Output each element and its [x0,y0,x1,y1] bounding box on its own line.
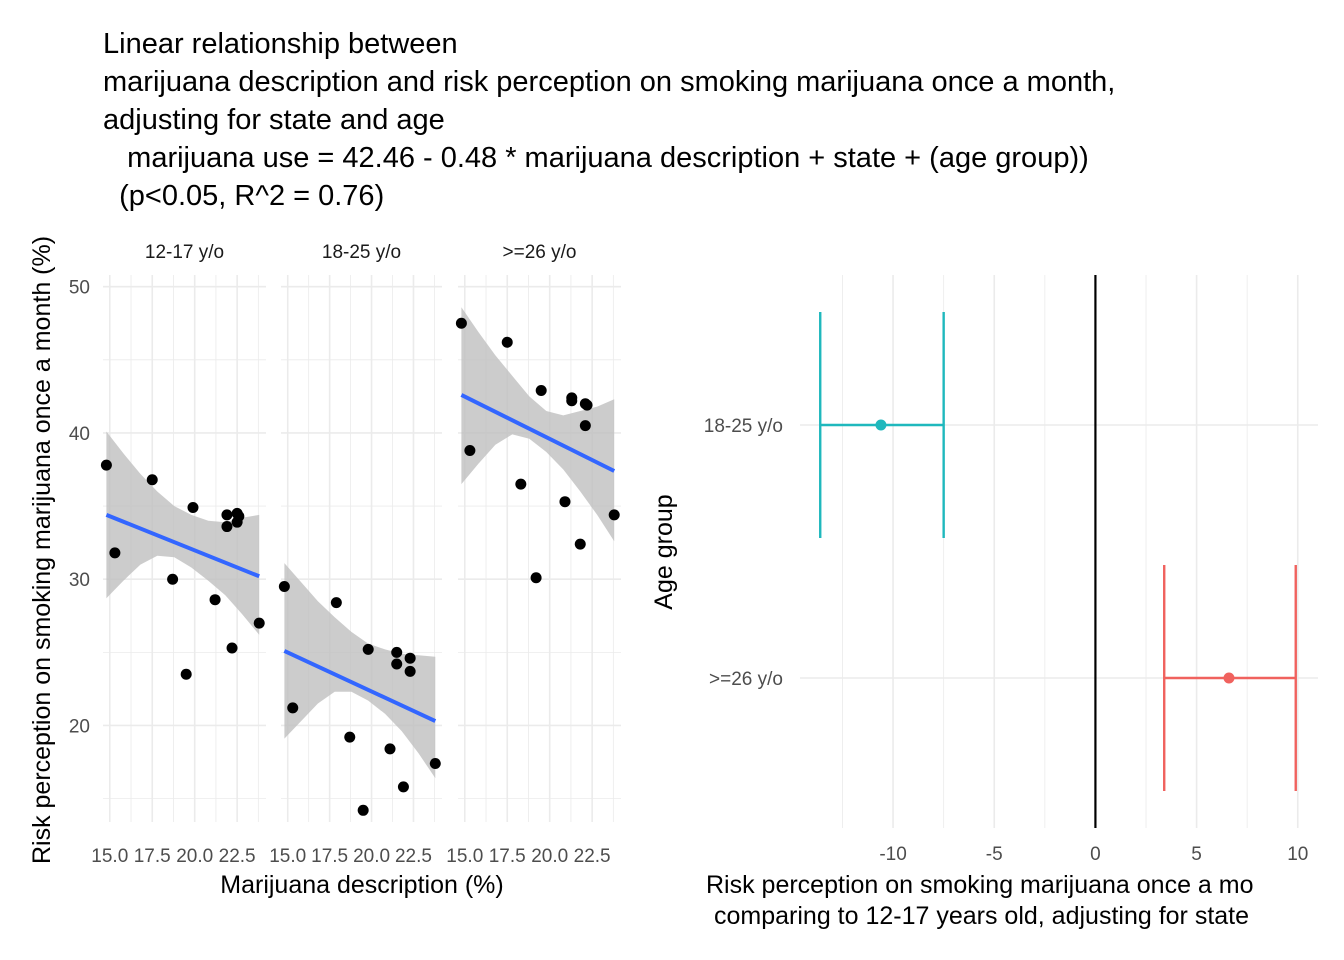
data-point [221,521,233,533]
data-point [344,731,356,743]
errorbar-panel: 18-25 y/o >=26 y/o -10 -5 0 5 10 Age group Risk … [650,275,1318,930]
x-tick-label: -10 [879,844,906,865]
x-axis-title-line-2: comparing to 12-17 years old, adjusting … [714,902,1249,930]
data-point [566,395,578,407]
x-tick-label: 17.5 [134,846,171,867]
data-point [221,509,233,521]
y-tick-label: 30 [69,570,90,591]
x-tick-label: 15.0 [269,846,306,867]
confidence-ribbon [461,307,615,542]
facet-label: >=26 y/o [503,242,577,263]
facet-label: 12-17 y/o [145,242,224,263]
fit-line [460,393,616,473]
x-tick-label: 15.0 [91,846,128,867]
x-tick-label: 17.5 [489,846,526,867]
data-point [253,617,265,629]
data-point [501,336,513,348]
data-point [226,642,238,654]
data-point [574,538,586,550]
title-line-2: marijuana description and risk perceptio… [103,66,1116,98]
x-tick-label: 20.0 [531,846,568,867]
x-tick-label: 20.0 [176,846,213,867]
y-axis-title: Age group [650,494,678,609]
data-point [559,496,571,508]
y-tick-label: 18-25 y/o [704,416,783,437]
data-point [330,597,342,609]
data-point [167,573,179,585]
data-point [429,757,441,769]
data-point [109,547,121,559]
data-point [278,581,290,593]
data-point [187,502,199,514]
facet-label: 18-25 y/o [322,242,401,263]
data-point [404,652,416,664]
facet-panel-2: 18-25 y/o 15.0 17.5 20.0 22.5 [269,242,442,867]
data-point [146,474,158,486]
data-point [100,459,112,471]
data-point [397,781,409,793]
data-point [464,445,476,457]
data-point [530,572,542,584]
data-point [608,509,620,521]
data-point [455,317,467,329]
fit-line [105,513,260,579]
title-line-3: adjusting for state and age [103,104,445,136]
confidence-ribbon [284,563,436,779]
data-point [535,385,547,397]
confidence-ribbon [106,431,260,635]
data-point [357,804,369,816]
data-point [404,665,416,677]
x-axis-title: Marijuana description (%) [220,871,503,899]
x-tick-label: 22.5 [395,846,432,867]
data-point [287,702,299,714]
estimate-point [875,419,887,431]
x-tick-label: 17.5 [311,846,348,867]
data-point [362,643,374,655]
data-point [515,478,527,490]
x-tick-label: 22.5 [574,846,611,867]
y-tick-label: 20 [69,716,90,737]
data-point [384,743,396,755]
data-point [391,646,403,658]
data-point [233,510,245,522]
y-tick-label: 50 [69,278,90,299]
x-axis-title-line-1: Risk perception on smoking marijuana onc… [706,871,1254,899]
x-tick-label: 15.0 [446,846,483,867]
title-line-5: (p<0.05, R^2 = 0.76) [103,180,385,212]
data-point [391,658,403,670]
data-point [579,398,591,410]
x-tick-label: -5 [986,844,1003,865]
data-point [579,420,591,432]
fit-line [283,649,437,723]
x-tick-label: 5 [1191,844,1202,865]
x-tick-label: 20.0 [353,846,390,867]
data-point [180,668,192,680]
errorbar-2 [1163,565,1297,791]
x-tick-label: 10 [1287,844,1308,865]
errorbar-1 [819,312,945,538]
x-tick-label: 0 [1090,844,1101,865]
y-tick-label: 40 [69,424,90,445]
facet-panel-1: 12-17 y/o 15.0 17.5 20.0 22.5 [91,242,266,867]
facet-panel-3: >=26 y/o 15.0 17.5 20.0 22.5 [446,242,621,867]
y-axis-title: Risk perception on smoking marijuana onc… [28,236,56,864]
y-tick-label: >=26 y/o [709,669,783,690]
estimate-point [1223,672,1235,684]
title-line-1: Linear relationship between [103,28,458,60]
x-tick-label: 22.5 [219,846,256,867]
data-point [209,594,221,606]
title-line-4: marijuana use = 42.46 - 0.48 * marijuana… [103,142,1089,174]
